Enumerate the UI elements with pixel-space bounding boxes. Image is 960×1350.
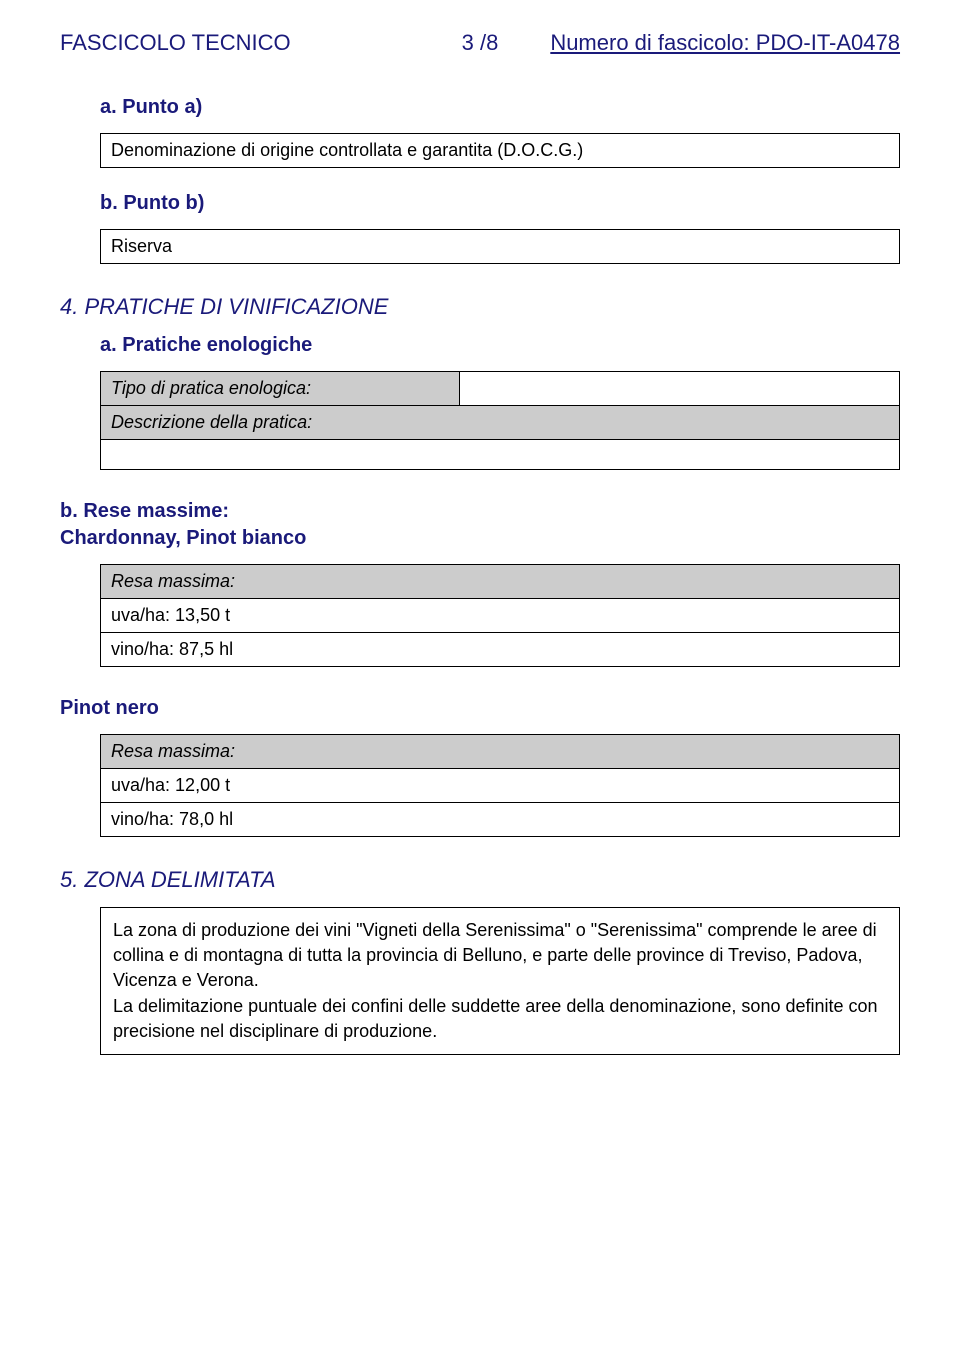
page-header: FASCICOLO TECNICO 3 /8 Numero di fascico… xyxy=(60,30,900,56)
group2-title: Pinot nero xyxy=(60,697,900,720)
tipo-pratica-label: Tipo di pratica enologica: xyxy=(101,372,460,405)
zona-text-content: La zona di produzione dei vini "Vigneti … xyxy=(113,920,878,1041)
punto-b-label: b. Punto b) xyxy=(100,192,900,215)
descrizione-pratica-label: Descrizione della pratica: xyxy=(100,406,900,440)
section-4a-label: a. Pratiche enologiche xyxy=(100,334,900,357)
header-page-number: 3 /8 xyxy=(442,30,519,56)
resa-value-1a: uva/ha: 13,50 t xyxy=(100,599,900,633)
header-dossier-number: Numero di fascicolo: PDO-IT-A0478 xyxy=(518,30,900,56)
section-5-title: 5. ZONA DELIMITATA xyxy=(60,867,900,893)
punto-b-value: Riserva xyxy=(100,229,900,264)
resa-value-1b: vino/ha: 87,5 hl xyxy=(100,633,900,667)
section-4b-label: b. Rese massime: xyxy=(60,500,900,523)
punto-a-label: a. Punto a) xyxy=(100,96,900,119)
resa-massima-label-2: Resa massima: xyxy=(100,734,900,769)
group1-title: Chardonnay, Pinot bianco xyxy=(60,527,900,550)
punto-a-value: Denominazione di origine controllata e g… xyxy=(100,133,900,168)
zona-delimitata-text: La zona di produzione dei vini "Vigneti … xyxy=(100,907,900,1055)
resa-massima-label-1: Resa massima: xyxy=(100,564,900,599)
section-4-title: 4. PRATICHE DI VINIFICAZIONE xyxy=(60,294,900,320)
tipo-pratica-row: Tipo di pratica enologica: xyxy=(100,371,900,406)
tipo-pratica-value xyxy=(460,372,899,405)
resa-value-2a: uva/ha: 12,00 t xyxy=(100,769,900,803)
header-left: FASCICOLO TECNICO xyxy=(60,30,442,56)
descrizione-pratica-value xyxy=(100,440,900,470)
resa-value-2b: vino/ha: 78,0 hl xyxy=(100,803,900,837)
